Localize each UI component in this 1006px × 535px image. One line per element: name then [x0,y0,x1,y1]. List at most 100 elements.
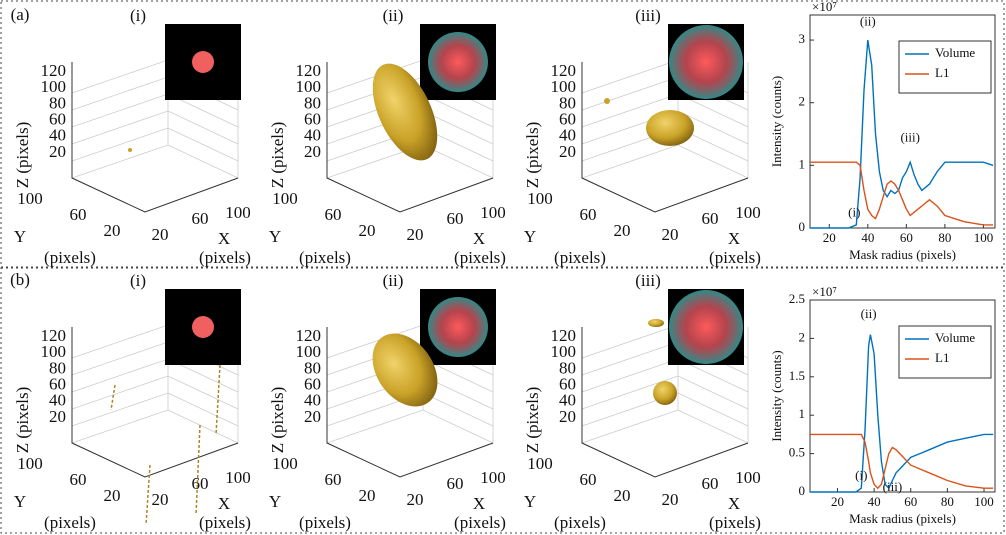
unit-label: (pixels) [44,248,96,267]
x-tick-label: 60 [447,209,464,228]
z-tick-label: 20 [304,142,321,161]
y-multiplier: ×10⁷ [812,0,837,14]
x-tick-label: 60 [192,209,209,228]
blob [646,110,694,146]
x-axis-label: Mask radius (pixels) [849,511,956,526]
blob [648,319,664,327]
y-axis-label: Y [269,492,281,511]
y-tick-label: 0.5 [789,445,805,460]
inset-spot [192,316,214,338]
x-axis-label: X [473,229,485,248]
x-tick-label: 100 [480,468,506,487]
unit-label: (pixels) [454,248,506,267]
unit-label: (pixels) [199,248,251,267]
inset-spot [669,25,743,99]
x-tick-label: 100 [974,494,994,509]
x-tick-label: 100 [480,203,506,222]
y-tick-label: 100 [272,454,298,473]
y-axis-label: Intensity (counts) [769,350,784,441]
x-axis-label: X [218,494,230,513]
y-tick-label: 20 [359,221,376,240]
blob [128,148,132,152]
x-tick-label: 80 [941,494,954,509]
y-tick-label: 20 [614,221,631,240]
panel-3d: 12010080604020Z (pixels)10060202060100YX… [268,6,506,267]
z-axis-label: Z (pixels) [13,122,32,189]
x-tick-label: 20 [662,225,679,244]
unit-label: (pixels) [199,513,251,532]
floor-grid [72,410,238,477]
z-axis-label: Z (pixels) [13,387,32,454]
wall-grid [72,393,238,426]
y-tick-label: 1 [799,406,806,421]
z-tick-label: 20 [49,142,66,161]
blob [196,425,200,515]
figure: (a)12010080604020Z (pixels)1006020206010… [0,0,1006,535]
floor-grid [72,145,238,212]
inset-spot [192,51,214,73]
x-axis-label: X [218,229,230,248]
y-tick-label: 0 [799,483,806,498]
y-multiplier: ×10⁷ [812,284,837,299]
x-tick-label: 20 [152,225,169,244]
y-tick-label: 60 [580,205,597,224]
unit-label: (pixels) [454,513,506,532]
blob [653,381,677,405]
z-tick-label: 20 [49,407,66,426]
y-tick-label: 60 [70,470,87,489]
z-tick-label: 20 [559,142,576,161]
x-tick-label: 20 [823,230,836,245]
legend-label: L1 [935,65,949,80]
x-tick-label: 100 [225,468,251,487]
y-tick-label: 1.5 [789,368,805,383]
x-tick-label: 100 [974,230,994,245]
legend-label: L1 [935,350,949,365]
y-axis-label: Y [269,227,281,246]
x-tick-label: 20 [407,490,424,509]
view-label: (i) [130,6,146,25]
y-tick-label: 20 [614,486,631,505]
x-tick-label: 100 [225,203,251,222]
view-label: (ii) [383,271,404,290]
inset-spot [669,290,743,364]
y-tick-label: 2 [799,329,806,344]
y-tick-label: 2.5 [789,291,805,306]
y-axis-label: Y [524,492,536,511]
y-axis-label: Y [14,492,26,511]
x-tick-label: 100 [735,468,761,487]
wall-grid [72,128,238,161]
legend-label: Volume [935,330,975,345]
y-tick-label: 60 [325,205,342,224]
y-tick-label: 100 [527,454,553,473]
x-tick-label: 20 [407,225,424,244]
annotation: (iii) [900,130,920,145]
z-tick-label: 20 [304,407,321,426]
panel-3d: 12010080604020Z (pixels)10060202060100YX… [523,271,761,532]
inset-spot [428,297,488,357]
y-tick-label: 20 [104,221,121,240]
unit-label: (pixels) [299,248,351,267]
y-tick-label: 60 [325,470,342,489]
x-tick-label: 20 [152,490,169,509]
blob [146,465,150,525]
x-axis-label: X [728,494,740,513]
x-tick-label: 60 [900,230,913,245]
y-tick-label: 100 [17,454,43,473]
view-label: (i) [130,271,146,290]
x-tick-label: 40 [861,230,874,245]
wall-grid [72,111,238,144]
unit-label: (pixels) [554,248,606,267]
view-label: (iii) [635,271,661,290]
y-tick-label: 60 [70,205,87,224]
x-tick-label: 60 [904,494,917,509]
y-tick-label: 20 [359,486,376,505]
annotation: (i) [855,467,867,482]
x-tick-label: 80 [938,230,951,245]
y-axis-label: Y [524,227,536,246]
z-axis-label: Z (pixels) [523,122,542,189]
annotation: (iii) [883,479,903,494]
blob [604,98,610,104]
unit-label: (pixels) [709,513,761,532]
